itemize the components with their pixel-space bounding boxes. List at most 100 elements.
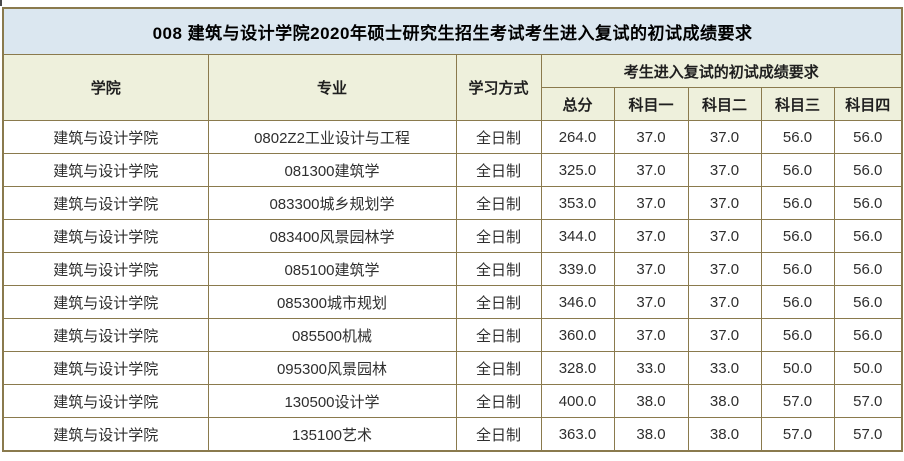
cell-subject2-score: 33.0 xyxy=(687,351,762,385)
col-header-college: 学院 xyxy=(2,54,209,121)
cell-study-mode: 全日制 xyxy=(455,384,542,418)
cell-subject4-score: 56.0 xyxy=(833,219,903,253)
cell-college: 建筑与设计学院 xyxy=(2,252,209,286)
cell-total-score: 264.0 xyxy=(540,120,615,154)
cell-subject2-score: 37.0 xyxy=(687,219,762,253)
table-row: 建筑与设计学院 085500机械 全日制 360.0 37.0 37.0 56.… xyxy=(2,318,903,352)
col-header-subject1: 科目一 xyxy=(613,87,689,121)
page-title: 008 建筑与设计学院2020年硕士研究生招生考试考生进入复试的初试成绩要求 xyxy=(2,7,903,55)
col-header-subject4: 科目四 xyxy=(833,87,903,121)
cell-subject3-score: 56.0 xyxy=(760,318,835,352)
col-header-study-mode: 学习方式 xyxy=(455,54,542,121)
title-row: 008 建筑与设计学院2020年硕士研究生招生考试考生进入复试的初试成绩要求 xyxy=(2,7,903,55)
cell-total-score: 353.0 xyxy=(540,186,615,220)
cell-study-mode: 全日制 xyxy=(455,186,542,220)
cell-subject4-score: 56.0 xyxy=(833,153,903,187)
cell-subject2-score: 38.0 xyxy=(687,384,762,418)
cell-subject3-score: 56.0 xyxy=(760,186,835,220)
col-header-subject3: 科目三 xyxy=(760,87,835,121)
cell-subject3-score: 56.0 xyxy=(760,120,835,154)
cell-subject3-score: 56.0 xyxy=(760,153,835,187)
table-row: 建筑与设计学院 0802Z2工业设计与工程 全日制 264.0 37.0 37.… xyxy=(2,120,903,154)
cell-college: 建筑与设计学院 xyxy=(2,120,209,154)
cell-college: 建筑与设计学院 xyxy=(2,351,209,385)
cell-college: 建筑与设计学院 xyxy=(2,318,209,352)
cell-major: 085100建筑学 xyxy=(207,252,457,286)
cell-subject1-score: 37.0 xyxy=(613,186,689,220)
table-row: 建筑与设计学院 083300城乡规划学 全日制 353.0 37.0 37.0 … xyxy=(2,186,903,220)
col-header-score-group: 考生进入复试的初试成绩要求 xyxy=(540,54,903,88)
cell-subject2-score: 37.0 xyxy=(687,120,762,154)
cell-subject3-score: 56.0 xyxy=(760,285,835,319)
col-header-major: 专业 xyxy=(207,54,457,121)
col-header-total-score: 总分 xyxy=(540,87,615,121)
cell-subject4-score: 56.0 xyxy=(833,120,903,154)
col-header-subject2: 科目二 xyxy=(687,87,762,121)
cell-subject2-score: 38.0 xyxy=(687,417,762,452)
cell-subject1-score: 37.0 xyxy=(613,318,689,352)
cell-major: 081300建筑学 xyxy=(207,153,457,187)
cell-subject1-score: 37.0 xyxy=(613,153,689,187)
cell-major: 085300城市规划 xyxy=(207,285,457,319)
cell-subject1-score: 37.0 xyxy=(613,219,689,253)
cell-subject4-score: 56.0 xyxy=(833,252,903,286)
cell-subject1-score: 37.0 xyxy=(613,285,689,319)
cell-subject2-score: 37.0 xyxy=(687,318,762,352)
table-row: 建筑与设计学院 083400风景园林学 全日制 344.0 37.0 37.0 … xyxy=(2,219,903,253)
cell-subject3-score: 56.0 xyxy=(760,219,835,253)
cell-subject3-score: 57.0 xyxy=(760,417,835,452)
cell-total-score: 346.0 xyxy=(540,285,615,319)
header-row-top: 学院 专业 学习方式 考生进入复试的初试成绩要求 xyxy=(2,54,903,121)
cell-total-score: 360.0 xyxy=(540,318,615,352)
cell-subject4-score: 57.0 xyxy=(833,417,903,452)
admission-score-table: 008 建筑与设计学院2020年硕士研究生招生考试考生进入复试的初试成绩要求 学… xyxy=(2,7,904,452)
cell-major: 083400风景园林学 xyxy=(207,219,457,253)
cell-subject1-score: 38.0 xyxy=(613,384,689,418)
cell-subject3-score: 56.0 xyxy=(760,252,835,286)
cell-college: 建筑与设计学院 xyxy=(2,384,209,418)
table-row: 建筑与设计学院 081300建筑学 全日制 325.0 37.0 37.0 56… xyxy=(2,153,903,187)
cell-study-mode: 全日制 xyxy=(455,252,542,286)
cell-total-score: 344.0 xyxy=(540,219,615,253)
cell-total-score: 400.0 xyxy=(540,384,615,418)
cell-subject4-score: 56.0 xyxy=(833,285,903,319)
table-row: 建筑与设计学院 135100艺术 全日制 363.0 38.0 38.0 57.… xyxy=(2,417,903,452)
cell-subject2-score: 37.0 xyxy=(687,153,762,187)
cell-subject4-score: 56.0 xyxy=(833,186,903,220)
cell-study-mode: 全日制 xyxy=(455,351,542,385)
cell-subject3-score: 57.0 xyxy=(760,384,835,418)
cell-study-mode: 全日制 xyxy=(455,120,542,154)
cell-subject3-score: 50.0 xyxy=(760,351,835,385)
cell-study-mode: 全日制 xyxy=(455,417,542,452)
cell-college: 建筑与设计学院 xyxy=(2,417,209,452)
cell-subject1-score: 38.0 xyxy=(613,417,689,452)
cell-subject2-score: 37.0 xyxy=(687,252,762,286)
cell-study-mode: 全日制 xyxy=(455,318,542,352)
table-row: 建筑与设计学院 095300风景园林 全日制 328.0 33.0 33.0 5… xyxy=(2,351,903,385)
cell-major: 0802Z2工业设计与工程 xyxy=(207,120,457,154)
cell-subject4-score: 50.0 xyxy=(833,351,903,385)
cell-total-score: 339.0 xyxy=(540,252,615,286)
cell-total-score: 328.0 xyxy=(540,351,615,385)
cell-major: 095300风景园林 xyxy=(207,351,457,385)
cell-subject4-score: 57.0 xyxy=(833,384,903,418)
table-row: 建筑与设计学院 085300城市规划 全日制 346.0 37.0 37.0 5… xyxy=(2,285,903,319)
cell-subject1-score: 37.0 xyxy=(613,252,689,286)
cell-subject4-score: 56.0 xyxy=(833,318,903,352)
cell-college: 建筑与设计学院 xyxy=(2,285,209,319)
cell-college: 建筑与设计学院 xyxy=(2,219,209,253)
cell-subject1-score: 37.0 xyxy=(613,120,689,154)
cell-major: 135100艺术 xyxy=(207,417,457,452)
cell-major: 130500设计学 xyxy=(207,384,457,418)
header-row-sub: 总分 科目一 科目二 科目三 科目四 xyxy=(3,87,903,121)
table-row: 建筑与设计学院 130500设计学 全日制 400.0 38.0 38.0 57… xyxy=(2,384,903,418)
cell-subject2-score: 37.0 xyxy=(687,285,762,319)
cell-college: 建筑与设计学院 xyxy=(2,186,209,220)
cell-total-score: 325.0 xyxy=(540,153,615,187)
cell-major: 083300城乡规划学 xyxy=(207,186,457,220)
cell-college: 建筑与设计学院 xyxy=(2,153,209,187)
cell-study-mode: 全日制 xyxy=(455,153,542,187)
cell-study-mode: 全日制 xyxy=(455,285,542,319)
cell-subject2-score: 37.0 xyxy=(687,186,762,220)
